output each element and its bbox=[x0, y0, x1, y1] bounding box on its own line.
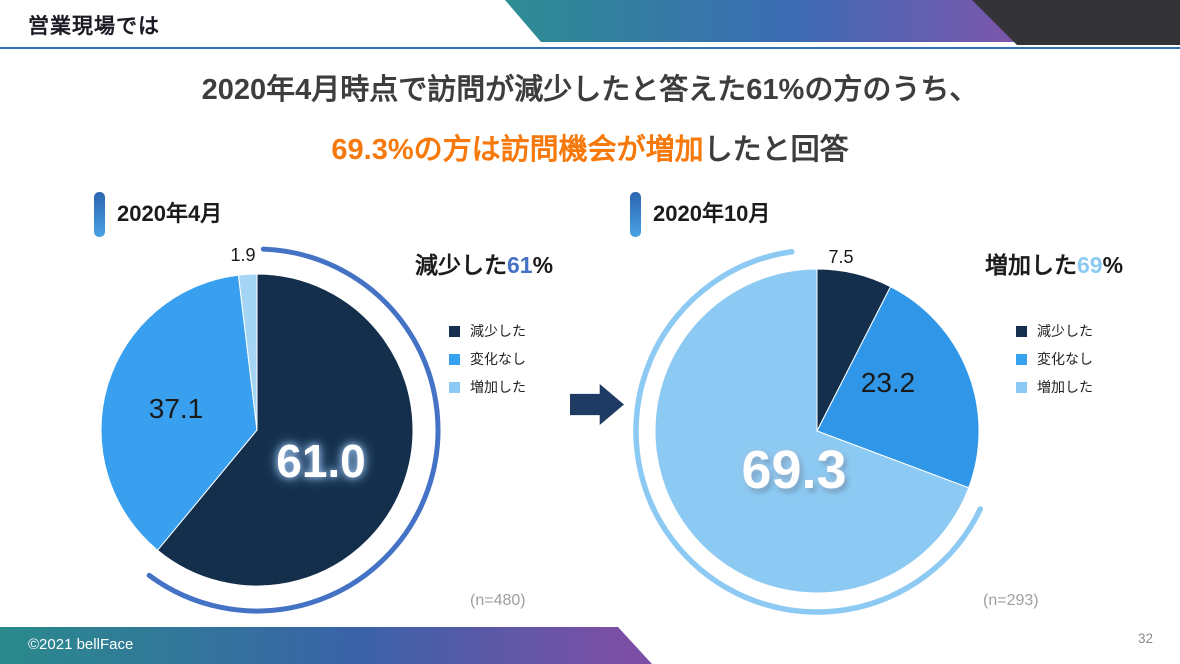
april-sample-size: (n=480) bbox=[470, 592, 526, 609]
pie-chart-october: 7.5 23.2 69.3 bbox=[633, 247, 984, 615]
april-callout-number: 61 bbox=[507, 252, 533, 278]
legend-label-no-change: 変化なし bbox=[470, 351, 526, 367]
legend-swatch-no-change bbox=[449, 353, 460, 365]
pie-slice-2 bbox=[654, 268, 970, 594]
pie-data-label: 37.1 bbox=[149, 393, 204, 424]
october-month-label: 2020年10月 bbox=[653, 201, 771, 226]
headline-rest: したと回答 bbox=[703, 134, 849, 166]
highlight-arc bbox=[633, 249, 984, 615]
october-callout: 増加した69% bbox=[985, 246, 1123, 280]
right-arrow-icon bbox=[570, 384, 624, 425]
october-callout-number: 69 bbox=[1077, 252, 1103, 278]
october-accent-bar bbox=[630, 192, 641, 237]
legend-swatch-no-change bbox=[1016, 353, 1027, 365]
pie-data-label: 7.5 bbox=[828, 247, 853, 267]
header-gradient-shape bbox=[505, 0, 1025, 42]
legend-label-increased: 増加した bbox=[470, 379, 526, 395]
slide-section-title: 営業現場では bbox=[28, 15, 160, 38]
legend-item-increased: 増加した bbox=[449, 377, 526, 397]
october-callout-prefix: 増加した bbox=[985, 252, 1077, 278]
pie-chart-april: 61.0 37.1 1.9 bbox=[100, 245, 441, 614]
header-divider bbox=[0, 47, 1180, 49]
legend-swatch-decreased bbox=[449, 325, 460, 337]
legend-item-no-change: 変化なし bbox=[1016, 349, 1093, 369]
legend-label-increased: 増加した bbox=[1037, 379, 1093, 395]
legend-swatch-increased bbox=[449, 381, 460, 393]
highlight-arc bbox=[146, 246, 441, 614]
pie-data-label: 69.3 bbox=[741, 440, 846, 500]
pie-slice-2 bbox=[237, 273, 258, 431]
legend-item-no-change: 変化なし bbox=[449, 349, 526, 369]
april-callout: 減少した61% bbox=[415, 246, 553, 280]
legend-item-increased: 増加した bbox=[1016, 377, 1093, 397]
legend-label-no-change: 変化なし bbox=[1037, 351, 1093, 367]
pie-slice-0 bbox=[156, 273, 414, 587]
footer-gradient-bar bbox=[0, 627, 652, 664]
october-sample-size: (n=293) bbox=[983, 592, 1039, 609]
pie-data-label: 1.9 bbox=[230, 245, 255, 265]
october-callout-suffix: % bbox=[1102, 252, 1124, 278]
legend-label-decreased: 減少した bbox=[470, 323, 526, 339]
footer-copyright: ©2021 bellFace bbox=[28, 636, 134, 653]
pie-slice-1 bbox=[816, 285, 980, 489]
april-legend: 減少した 変化なし 増加した bbox=[449, 321, 526, 397]
legend-swatch-increased bbox=[1016, 381, 1027, 393]
legend-swatch-decreased bbox=[1016, 325, 1027, 337]
april-month-label: 2020年4月 bbox=[117, 201, 223, 226]
headline-line2: 69.3%の方は訪問機会が増加したと回答 bbox=[0, 126, 1180, 168]
legend-label-decreased: 減少した bbox=[1037, 323, 1093, 339]
headline-highlight: 69.3%の方は訪問機会が増加 bbox=[331, 134, 704, 166]
october-legend: 減少した 変化なし 増加した bbox=[1016, 321, 1093, 397]
pie-slice-1 bbox=[100, 274, 258, 551]
headline-line1: 2020年4月時点で訪問が減少したと答えた61%の方のうち、 bbox=[201, 74, 979, 106]
page-number: 32 bbox=[1138, 631, 1154, 646]
pie-data-label: 23.2 bbox=[861, 367, 916, 398]
april-callout-prefix: 減少した bbox=[415, 252, 507, 278]
legend-item-decreased: 減少した bbox=[1016, 321, 1093, 341]
april-accent-bar bbox=[94, 192, 105, 237]
legend-item-decreased: 減少した bbox=[449, 321, 526, 341]
pie-data-label: 61.0 bbox=[276, 435, 366, 487]
april-callout-suffix: % bbox=[532, 252, 554, 278]
